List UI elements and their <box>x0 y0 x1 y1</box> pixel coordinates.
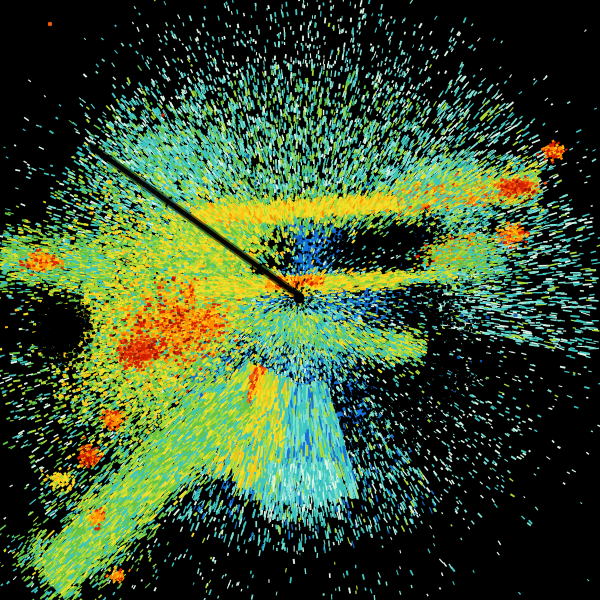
radar-heatmap-canvas <box>0 0 600 600</box>
radar-ppi-figure <box>0 0 600 600</box>
